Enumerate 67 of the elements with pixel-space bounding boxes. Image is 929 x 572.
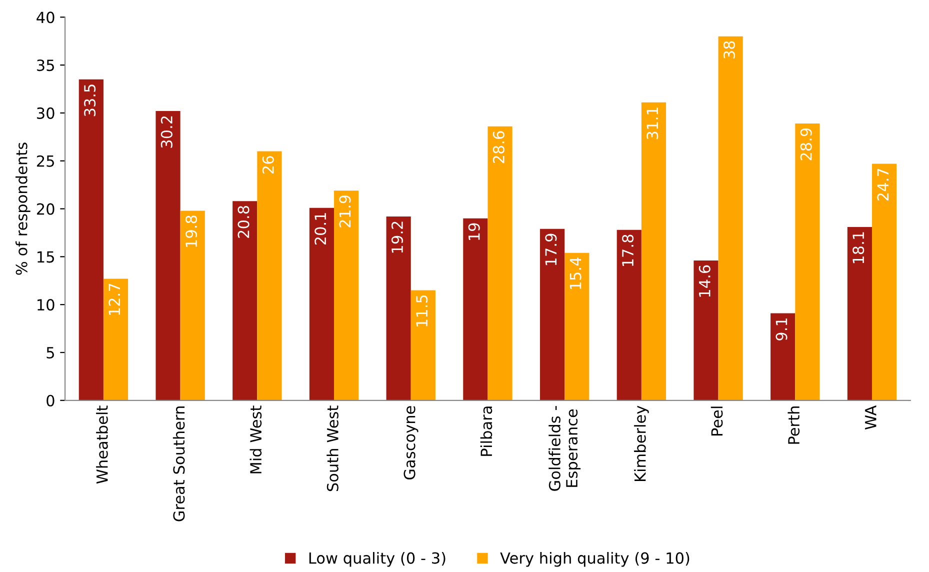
data-label: 33.5 [84,84,96,116]
data-label: 31.1 [646,108,658,140]
y-tick-label: 5 [46,347,54,359]
bar [564,252,590,400]
data-label: 19.8 [185,216,198,247]
data-label: 19 [468,223,480,240]
bar [156,111,180,400]
bar [232,201,258,400]
x-tick-label: Perth [788,406,800,444]
bar [847,226,872,400]
data-label: 17.8 [622,234,634,266]
data-label: 14.6 [698,265,710,297]
data-label: 28.6 [492,131,504,164]
bar [641,102,666,400]
bar [180,210,205,400]
x-tick-label: Goldfields - Esperance [548,406,581,491]
data-label: 20.8 [238,206,250,238]
y-axis-title: % of respondents [16,142,30,275]
bar [694,260,718,400]
bar [334,190,359,400]
x-tick-label: Peel [710,406,723,436]
y-tick-label: 0 [46,394,54,406]
bar [103,278,128,400]
data-label: 20.1 [314,213,326,245]
data-label: 19.2 [391,222,404,253]
x-tick-label: Gascoyne [404,406,418,480]
data-label: 18.1 [852,232,864,264]
y-tick-label: 15 [38,251,54,263]
y-tick-label: 20 [36,203,54,215]
data-label: 17.9 [545,234,557,266]
bar [616,230,642,400]
data-label: 24.7 [877,168,889,200]
bar [872,164,897,400]
bar [309,208,334,400]
y-tick-label: 30 [37,107,54,119]
data-label: 12.7 [108,284,120,315]
legend-label: Low quality (0 - 3) [309,552,446,567]
bar [386,216,411,400]
legend-label: Very high quality (9 - 10) [500,552,690,567]
bar [718,36,743,400]
x-tick-label: Great Southern [172,406,185,522]
y-tick-label: 25 [36,155,54,167]
x-tick-label: South West [326,406,338,492]
y-tick-label: 40 [36,12,54,24]
x-tick-label: Pilbara [480,406,492,456]
y-tick-label: 35 [37,60,54,72]
bar [488,126,512,400]
data-label: 11.5 [416,295,428,326]
bar [540,228,565,400]
x-tick-label: WA [865,405,876,430]
x-tick-label: Kimberley [634,406,649,481]
data-label: 28.9 [800,128,812,160]
bar [770,313,796,400]
data-label: 15.4 [570,258,582,290]
bar [410,290,436,400]
data-label: 21.9 [339,195,351,228]
bar [463,218,488,400]
bar [795,124,820,400]
y-tick-label: 10 [38,299,54,311]
x-tick-label: Wheatbelt [96,406,108,484]
bar [78,79,104,400]
data-label: 38 [723,41,736,58]
x-tick-label: Mid West [250,406,262,474]
data-label: 26 [262,156,274,174]
bar [257,151,282,400]
data-label: 9.1 [776,318,788,340]
data-label: 30.2 [160,116,172,148]
